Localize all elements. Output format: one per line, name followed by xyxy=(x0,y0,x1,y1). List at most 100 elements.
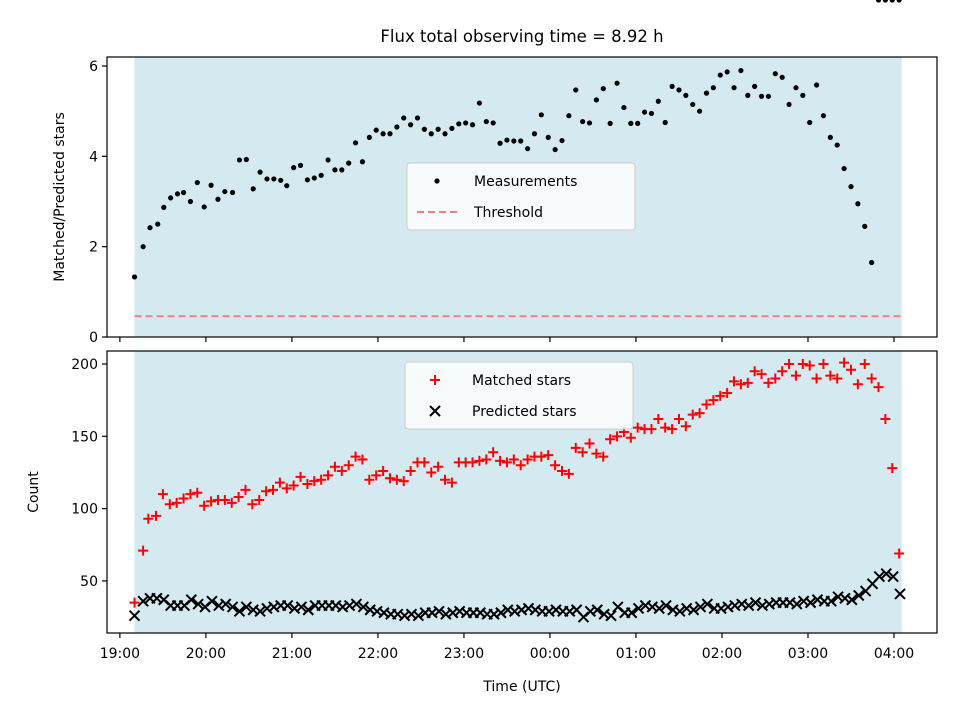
measurement-point xyxy=(373,127,379,133)
matched-star-point xyxy=(247,499,258,510)
predicted-star-point xyxy=(674,605,686,618)
predicted-star-point xyxy=(350,598,363,610)
matched-star-point xyxy=(419,457,430,468)
matched-star-point xyxy=(839,357,850,368)
predicted-star-point xyxy=(887,570,899,583)
predicted-star-point xyxy=(128,609,141,622)
predicted-star-point xyxy=(295,601,308,613)
measurement-point xyxy=(476,100,483,106)
matched-star-point xyxy=(887,463,898,474)
measurement-point xyxy=(497,140,503,146)
measurement-point xyxy=(786,101,792,108)
measurement-point xyxy=(765,93,772,99)
measurement-point xyxy=(463,120,469,126)
matched-star-point xyxy=(446,477,457,488)
measurement-point xyxy=(222,188,228,195)
predicted-star-point xyxy=(433,605,445,618)
measurement-point xyxy=(662,119,668,126)
measurement-point xyxy=(325,157,331,163)
matched-star-point xyxy=(440,474,451,485)
matched-star-point xyxy=(770,373,781,384)
x-tick-label: 19:00 xyxy=(100,646,140,662)
x-tick-label: 02:00 xyxy=(702,646,742,662)
measurement-point xyxy=(380,131,386,137)
measurement-point xyxy=(147,225,153,231)
measurement-point xyxy=(552,146,558,153)
measurement-point xyxy=(593,97,599,103)
matched-star-point xyxy=(811,373,822,384)
measurement-point xyxy=(827,134,833,140)
matched-star-point xyxy=(784,359,795,370)
measurement-point xyxy=(161,204,167,210)
predicted-star-point xyxy=(254,605,266,618)
matched-star-point xyxy=(481,454,492,465)
measurement-point xyxy=(869,259,875,266)
bottom-legend: Matched stars Predicted stars xyxy=(404,361,634,430)
matched-star-point xyxy=(336,466,347,477)
measurement-point xyxy=(408,122,414,128)
matched-star-point xyxy=(474,455,485,466)
matched-star-point xyxy=(598,451,609,462)
measurement-point xyxy=(483,118,489,125)
bottom-panel: 50 100 150 200 19:00 20:00 21:00 22:00 23:00 00:0… xyxy=(26,350,938,662)
measurement-point xyxy=(187,198,194,205)
matched-star-point xyxy=(556,466,567,477)
measurement-point xyxy=(332,167,338,173)
measurement-point xyxy=(257,169,263,175)
legend-measurement-marker xyxy=(434,178,440,184)
matched-star-point xyxy=(735,379,746,390)
matched-star-point xyxy=(316,474,327,485)
measurement-point xyxy=(394,124,400,130)
matched-star-point xyxy=(543,450,554,461)
bottom-y-axis-label: Count xyxy=(26,471,42,513)
matched-star-point xyxy=(701,399,712,410)
predicted-star-point xyxy=(791,598,803,610)
measurement-point xyxy=(807,119,813,126)
matched-star-point xyxy=(729,376,740,387)
matched-star-point xyxy=(384,473,395,484)
matched-star-point xyxy=(894,548,905,559)
predicted-star-point xyxy=(853,589,865,602)
matched-star-point xyxy=(680,421,691,432)
measurement-point xyxy=(793,85,799,91)
predicted-star-point xyxy=(281,599,294,612)
matched-star-point xyxy=(708,395,719,406)
matched-star-point xyxy=(274,477,285,488)
matched-star-point xyxy=(653,413,664,424)
top-y-tick-label: 0 xyxy=(89,330,98,346)
matched-star-point xyxy=(632,422,643,433)
matched-star-point xyxy=(364,474,375,485)
measurement-point xyxy=(264,176,270,182)
matched-star-point xyxy=(171,497,182,508)
measurement-point xyxy=(401,115,407,121)
matched-star-point xyxy=(357,454,368,465)
matched-star-point xyxy=(584,438,595,449)
measurement-point xyxy=(490,120,496,126)
bottom-series-x xyxy=(128,568,906,623)
measurement-point xyxy=(545,134,551,140)
measurement-point xyxy=(855,201,861,207)
matched-star-point xyxy=(129,597,140,608)
measurement-point xyxy=(442,131,448,137)
measurement-point xyxy=(387,131,393,137)
predicted-star-point xyxy=(701,598,714,610)
predicted-star-point xyxy=(357,601,370,613)
measurement-point xyxy=(834,142,840,148)
measurement-point xyxy=(174,191,181,197)
matched-star-point xyxy=(742,377,753,388)
matched-star-point xyxy=(281,483,292,494)
predicted-star-point xyxy=(687,604,700,616)
predicted-star-point xyxy=(625,607,638,619)
predicted-star-point xyxy=(219,598,232,610)
measurement-point xyxy=(745,92,751,98)
predicted-star-point xyxy=(240,601,253,613)
matched-star-point xyxy=(845,364,856,375)
matched-star-point xyxy=(866,373,877,384)
predicted-star-point xyxy=(742,599,755,612)
top-axes-frame xyxy=(106,56,938,338)
predicted-star-point xyxy=(880,568,892,580)
measurement-point xyxy=(140,244,146,250)
matched-star-point xyxy=(797,359,808,370)
chart-title: Flux total observing time = 8.92 h xyxy=(380,27,663,46)
predicted-star-point xyxy=(749,596,762,609)
